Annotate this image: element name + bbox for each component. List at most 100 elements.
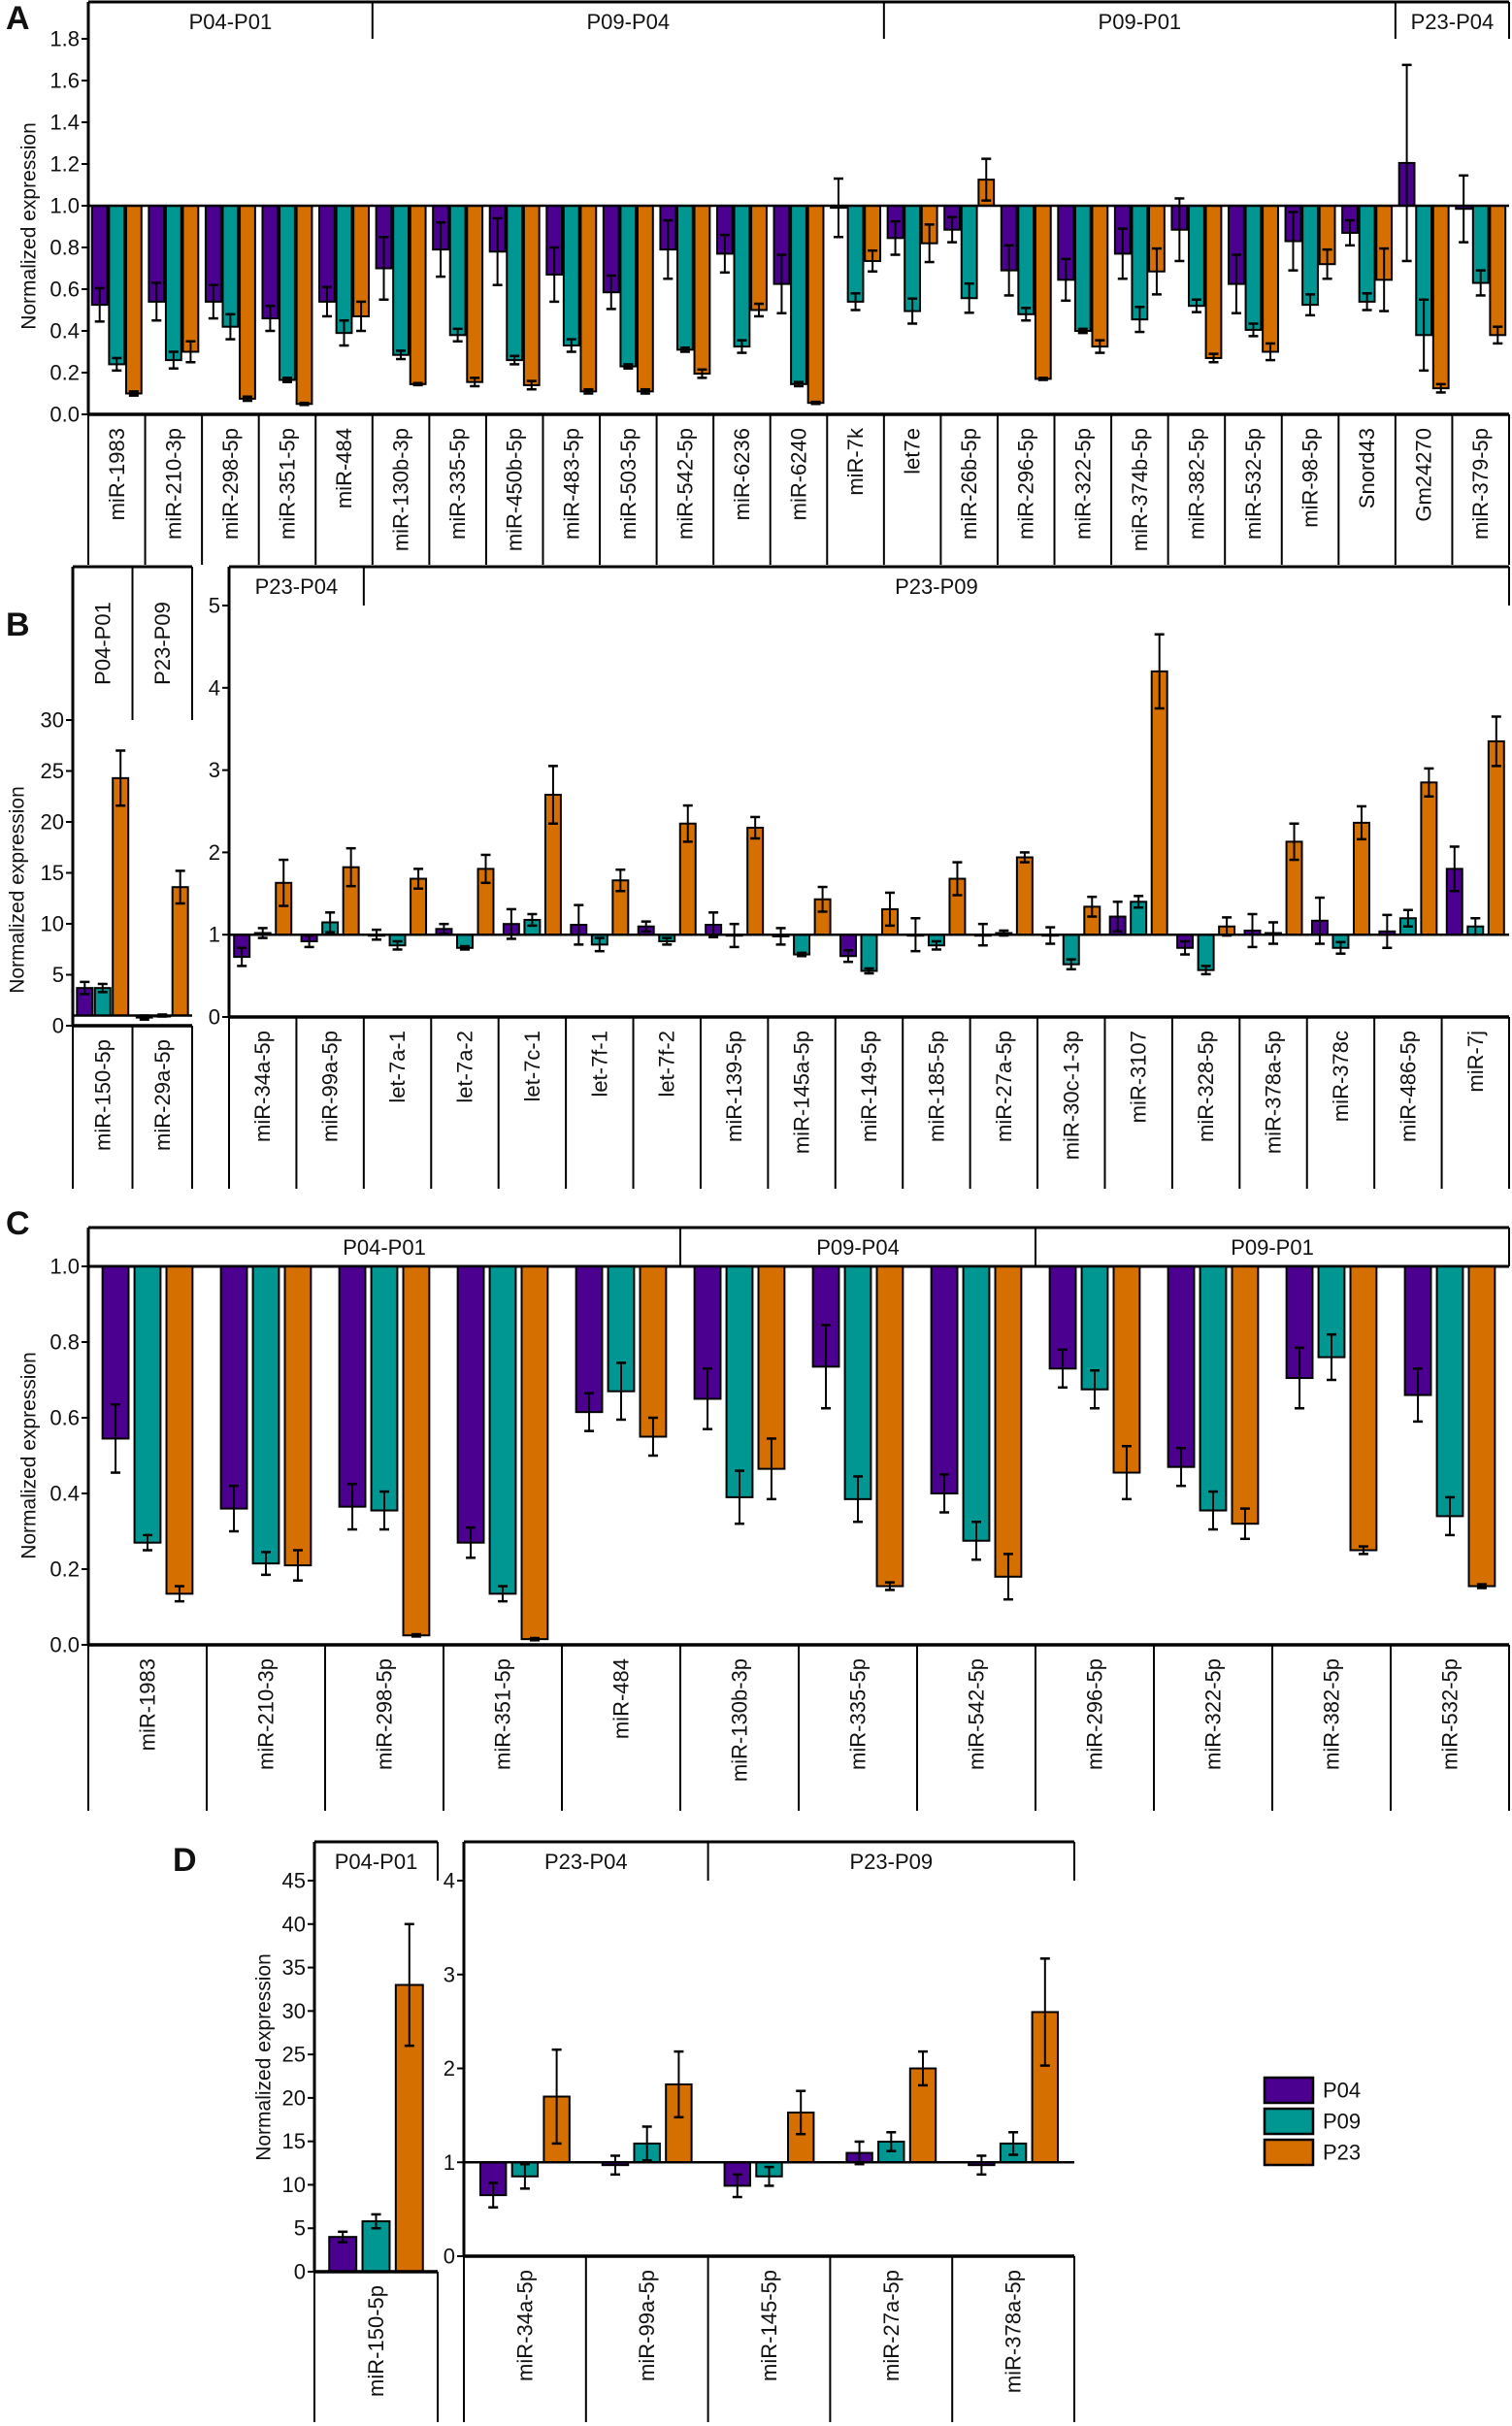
category-label: miR-99a-5p	[318, 1031, 343, 1142]
category-label: miR-34a-5p	[512, 2270, 537, 2381]
category-label: miR-542-5p	[965, 1658, 989, 1770]
category-label: miR-296-5p	[1083, 1658, 1107, 1770]
category-label: let7e	[901, 428, 925, 475]
category-label: let-7c-1	[520, 1031, 544, 1101]
category-label: miR-484	[332, 428, 356, 508]
legend-swatch-p04	[1263, 2076, 1315, 2105]
panel-letter: B	[6, 606, 30, 643]
category-label: miR-532-5p	[1241, 428, 1265, 540]
y-tick-label: 2	[444, 2056, 455, 2081]
category-label: miR-210-3p	[254, 1658, 279, 1770]
group-label: P04-P01	[189, 10, 273, 34]
bar-p23	[750, 205, 768, 311]
category-label: miR-374b-5p	[1128, 428, 1152, 551]
category-label: Gm24270	[1412, 428, 1436, 522]
category-label: miR-484	[609, 1658, 634, 1739]
legend-label: P23	[1323, 2141, 1361, 2165]
category-label: let-7f-1	[587, 1031, 611, 1097]
category-label: miR-503-5p	[616, 428, 641, 540]
category-label: miR-139-5p	[722, 1031, 746, 1142]
y-tick-label: 1.2	[49, 152, 80, 177]
y-tick-label: 20	[41, 810, 64, 835]
category-label: miR-296-5p	[1014, 428, 1038, 540]
y-axis-label: Normalized expression	[7, 786, 29, 994]
bar-p09	[1301, 205, 1319, 307]
bar-p23	[1204, 205, 1223, 359]
group-label: P09-P01	[1231, 1235, 1314, 1260]
bar-p04	[1167, 1265, 1196, 1468]
category-label: miR-98-5p	[1298, 428, 1323, 528]
bar-p23	[181, 205, 200, 353]
bar-p09	[1199, 1265, 1228, 1512]
y-tick-label: 0.0	[49, 1633, 80, 1657]
bar-p23	[1091, 205, 1109, 348]
category-label: miR-27a-5p	[992, 1031, 1016, 1142]
category-label: let-7f-2	[655, 1031, 679, 1097]
bar-p23	[124, 205, 143, 395]
category-label: miR-379-5p	[1468, 428, 1493, 540]
category-label: miR-29a-5p	[150, 1039, 175, 1151]
bar-p23	[1262, 205, 1279, 353]
category-label: miR-185-5p	[924, 1031, 948, 1142]
bar-p09	[448, 205, 467, 337]
legend-label: P09	[1323, 2110, 1361, 2134]
bar-p23	[1489, 205, 1507, 337]
y-tick-label: 1	[209, 923, 220, 947]
y-tick-label: 15	[282, 2129, 306, 2153]
y-tick-label: 30	[282, 1999, 306, 2023]
bar-p09	[164, 205, 182, 362]
bar-p09	[251, 1265, 280, 1565]
group-label: P04-P01	[335, 1850, 418, 1874]
bar-p09	[335, 205, 353, 335]
y-tick-label: 1.6	[49, 69, 80, 93]
bar-p09	[279, 205, 296, 381]
bar-p09	[725, 1265, 754, 1498]
category-label: miR-27a-5p	[879, 2270, 904, 2381]
y-tick-label: 0.8	[49, 236, 80, 260]
category-label: miR-322-5p	[1070, 428, 1095, 540]
category-label: miR-335-5p	[846, 1658, 871, 1770]
panel-c: C Normalized expression P04-P01 P09-P04 P09-…	[6, 1205, 1510, 1811]
y-tick-label: 0.0	[49, 403, 80, 427]
category-label: miR-486-5p	[1396, 1031, 1420, 1142]
y-tick-label: 40	[282, 1912, 306, 1936]
category-label: miR-130b-3p	[728, 1658, 752, 1782]
bar-p09	[790, 205, 807, 385]
bar-p04	[930, 1265, 959, 1494]
category-label: miR-382-5p	[1184, 428, 1208, 540]
y-tick-label: 4	[444, 1869, 455, 1893]
group-label: P23-P09	[849, 1850, 933, 1874]
group-label: P23-P04	[255, 574, 339, 599]
bar-p23	[1112, 1265, 1141, 1474]
bar-p09	[860, 934, 878, 972]
panel-letter: D	[173, 1842, 197, 1879]
bar-p09	[1131, 205, 1149, 321]
bar-p09	[1358, 205, 1376, 303]
panel-b-left: B Normalized expression P04-P01 P23-P09 0 5 10…	[6, 565, 193, 1189]
bar-p09	[793, 934, 811, 956]
y-tick-label: 25	[282, 2043, 306, 2067]
bar-p23	[1431, 205, 1450, 390]
group-label: P23-P09	[895, 574, 978, 599]
group-label: P23-P04	[544, 1850, 628, 1874]
bar-p23	[806, 205, 825, 405]
bar-p23	[1487, 739, 1505, 936]
group-label: P09-P01	[1099, 10, 1182, 34]
category-label: miR-30c-1-3p	[1059, 1031, 1083, 1160]
panel-d-right: P23-P04 P23-P09 0 1 2 3 4 miR-34a-5p miR-99a-5p m…	[444, 1840, 1075, 2422]
bar-p23	[522, 205, 541, 386]
category-label: miR-483-5p	[559, 428, 583, 540]
category-label: miR-26b-5p	[957, 428, 981, 540]
category-label: miR-532-5p	[1438, 1658, 1463, 1770]
bar-p09	[370, 1265, 399, 1512]
bar-p23	[295, 205, 313, 406]
y-tick-label: 1.4	[49, 111, 80, 135]
y-tick-label: 2	[209, 840, 220, 865]
y-tick-label: 0.6	[49, 278, 80, 302]
legend-swatch-p09	[1263, 2107, 1315, 2136]
category-label: miR-322-5p	[1201, 1658, 1226, 1770]
y-tick-label: 0	[52, 1014, 64, 1038]
bar-p09	[562, 205, 580, 347]
bar-p23	[1231, 1265, 1260, 1525]
bar-p23	[165, 1265, 194, 1595]
